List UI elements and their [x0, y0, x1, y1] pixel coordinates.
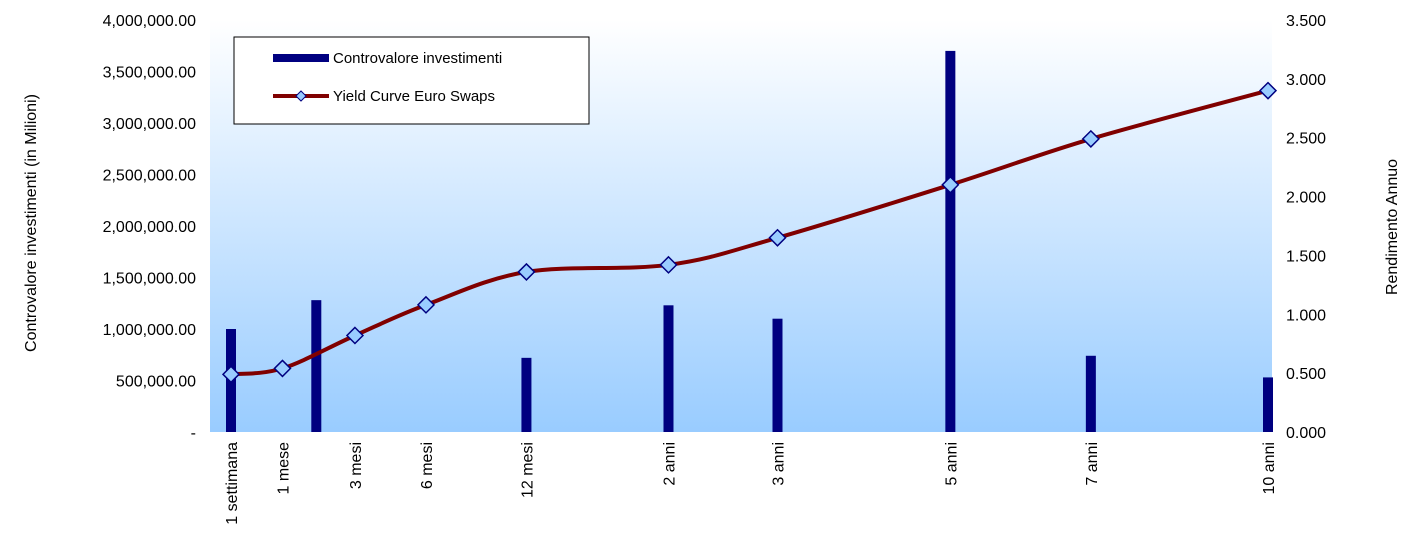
legend: Controvalore investimenti Yield Curve Eu…: [233, 36, 590, 125]
x-tick-label: 10 anni: [1261, 442, 1278, 495]
line-point: [273, 359, 292, 378]
left-tick-label: 1,000,000.00: [103, 322, 197, 339]
left-tick-label: 4,000,000.00: [103, 13, 197, 30]
bar: [521, 357, 532, 432]
x-axis-ticks: 1 settimana 1 mese 3 mesi 6 mesi 12 mesi 2 an…: [224, 442, 1278, 525]
right-tick-label: 3.500: [1286, 13, 1326, 30]
bar: [1263, 377, 1273, 432]
legend-bar-swatch: [273, 54, 329, 62]
right-axis-ticks: 0.000 0.500 1.000 1.500 2.000 2.500 3.000 3.500: [1286, 13, 1326, 442]
left-tick-label: 3,000,000.00: [103, 116, 197, 133]
legend-line-marker: [295, 90, 307, 102]
yield-curve-markers: [221, 81, 1278, 384]
left-tick-label: 2,000,000.00: [103, 219, 197, 236]
bar: [1085, 355, 1096, 432]
left-tick-label: 1,500,000.00: [103, 271, 197, 288]
x-tick-label: 1 mese: [275, 442, 292, 495]
x-tick-label: 7 anni: [1084, 442, 1101, 486]
line-point: [345, 326, 365, 345]
line-point: [416, 295, 436, 314]
line-point: [768, 228, 787, 247]
line-point: [1081, 129, 1100, 148]
right-tick-label: 0.500: [1286, 366, 1326, 383]
x-tick-label: 3 mesi: [348, 442, 365, 489]
left-tick-label: 3,500,000.00: [103, 65, 197, 82]
x-tick-label: 6 mesi: [419, 442, 436, 489]
x-tick-label: 5 anni: [943, 442, 960, 486]
legend-box: [233, 36, 590, 125]
x-tick-label: 3 anni: [770, 442, 787, 486]
line-point: [221, 365, 241, 384]
left-tick-label: 500,000.00: [116, 374, 196, 391]
right-tick-label: 2.500: [1286, 131, 1326, 148]
x-tick-label: 1 settimana: [224, 442, 241, 525]
right-tick-label: 1.000: [1286, 307, 1326, 324]
right-tick-label: 2.000: [1286, 190, 1326, 207]
x-tick-label: 2 anni: [661, 442, 678, 486]
left-tick-label: 2,500,000.00: [103, 168, 197, 185]
left-axis-title: Controvalore investimenti (in Milioni): [23, 94, 40, 352]
right-tick-label: 0.000: [1286, 425, 1326, 442]
line-point: [517, 262, 536, 281]
right-tick-label: 3.000: [1286, 72, 1326, 89]
bar: [311, 300, 322, 432]
line-point: [941, 175, 960, 194]
bar: [772, 318, 783, 432]
legend-line-label: Yield Curve Euro Swaps: [333, 88, 495, 105]
bar: [945, 50, 956, 433]
left-tick-label: -: [191, 425, 196, 442]
right-axis-title: Rendimento Annuo: [1384, 159, 1401, 295]
legend-bar-label: Controvalore investimenti: [333, 50, 502, 67]
line-point: [1258, 81, 1278, 100]
line-point: [659, 255, 678, 274]
left-axis-ticks: - 500,000.00 1,000,000.00 1,500,000.00 2,000…: [103, 13, 197, 442]
bar: [663, 305, 674, 432]
x-tick-label: 12 mesi: [519, 442, 536, 498]
right-tick-label: 1.500: [1286, 248, 1326, 265]
